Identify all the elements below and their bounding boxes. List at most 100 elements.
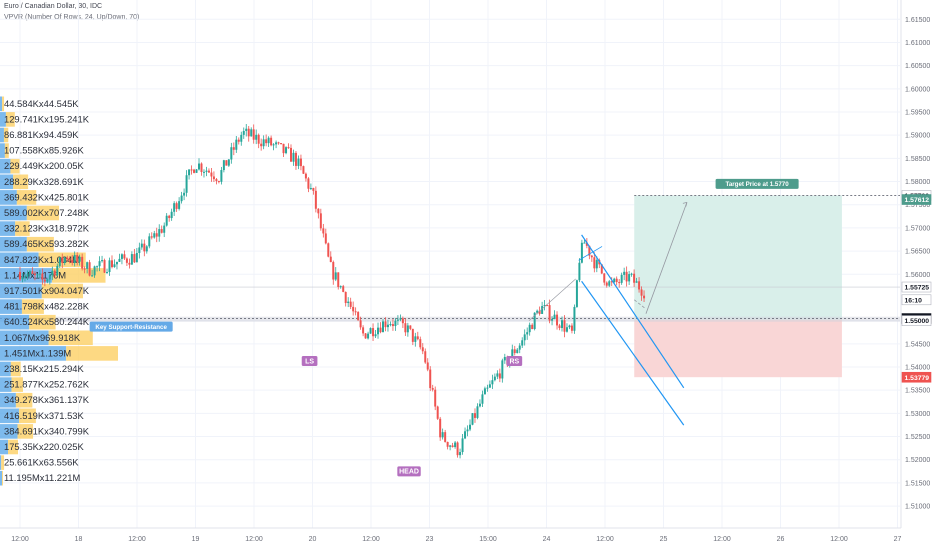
vp-row-label: 1.067Mx969.918K	[4, 332, 81, 343]
candle-body	[548, 305, 551, 321]
candle-body	[551, 319, 554, 321]
candle-body	[207, 170, 210, 173]
y-tick-label: 1.59500	[905, 110, 930, 117]
candle-body	[456, 442, 459, 456]
y-tick-label: 1.58000	[905, 179, 930, 186]
candle-body	[297, 158, 300, 166]
vp-bar-down	[29, 314, 56, 330]
candle-body	[396, 319, 399, 321]
projection-dash	[634, 299, 647, 310]
vp-row-label: 129.741Kx195.241K	[4, 113, 90, 124]
candle-body	[364, 333, 367, 339]
vp-row-label: 917.501Kx904.047K	[4, 285, 90, 296]
vp-row-label: 11.195Mx11.221M	[4, 472, 80, 483]
candle-body	[399, 318, 402, 320]
candle-body	[19, 271, 21, 280]
candle-body	[255, 134, 258, 140]
vp-bar-down	[2, 470, 3, 486]
candle-body	[439, 418, 442, 438]
candle-body	[153, 233, 156, 238]
vp-bar-up	[0, 314, 30, 330]
vp-row-label: 369.432Kx425.801K	[4, 191, 90, 202]
candle-body	[267, 137, 270, 144]
candle-body	[528, 324, 531, 333]
candle-body	[309, 188, 312, 190]
y-tick-label: 1.57000	[905, 225, 930, 232]
candle-body	[558, 325, 561, 329]
candle-body	[444, 432, 447, 442]
y-tick-label: 1.54000	[905, 365, 930, 372]
candle-body	[451, 445, 454, 448]
candle-body	[41, 273, 44, 280]
candle-body	[401, 318, 404, 324]
candle-body	[250, 129, 253, 137]
candle-body	[110, 260, 113, 268]
candle-body	[53, 270, 56, 276]
candle-body	[454, 442, 457, 448]
vp-bar-up	[0, 127, 4, 143]
y-tick-label: 1.51000	[905, 504, 930, 511]
price-tag-label: 1.55000	[905, 318, 930, 325]
annotation-label: RS	[509, 358, 519, 365]
candle-body	[319, 213, 322, 229]
candle-body	[98, 261, 101, 267]
vp-bar-down	[4, 143, 9, 158]
candle-body	[496, 373, 499, 377]
annotation-label: LS	[305, 358, 314, 365]
candle-body	[78, 256, 81, 262]
price-tag-label: 16:10	[905, 297, 923, 304]
y-tick-label: 1.60000	[905, 86, 930, 93]
candle-body	[531, 324, 534, 330]
vp-bar-up	[0, 190, 17, 205]
candle-body	[120, 254, 123, 259]
candle-body	[394, 320, 397, 327]
candle-body	[608, 281, 611, 286]
candle-body	[130, 254, 133, 265]
candle-body	[419, 339, 422, 348]
vp-bar-up	[0, 96, 3, 112]
y-tick-label: 1.58500	[905, 156, 930, 163]
candle-body	[372, 328, 375, 337]
candle-body	[464, 431, 467, 439]
candle-body	[96, 266, 99, 268]
candle-body	[26, 274, 29, 277]
candle-body	[193, 169, 196, 173]
candle-body	[294, 152, 297, 166]
candle-body	[570, 325, 573, 331]
candle-body	[473, 413, 476, 418]
candle-body	[290, 147, 293, 162]
vp-row-label: 229.449Kx200.05K	[4, 160, 85, 171]
vp-bar-down	[1, 455, 5, 470]
candle-body	[523, 334, 526, 341]
vp-bar-up	[0, 470, 2, 486]
candle-body	[377, 327, 380, 335]
vp-bar-up	[0, 330, 49, 346]
candle-body	[225, 160, 228, 166]
candle-body	[123, 254, 126, 259]
candle-body	[165, 215, 168, 226]
candle-body	[101, 260, 104, 262]
candle-body	[585, 242, 588, 246]
candle-body	[352, 306, 355, 312]
candle-body	[329, 256, 332, 263]
candle-body	[252, 129, 255, 140]
candle-body	[381, 321, 384, 333]
candle-body	[240, 134, 243, 142]
y-tick-label: 1.56000	[905, 272, 930, 279]
candle-body	[441, 432, 444, 438]
candle-body	[404, 323, 407, 333]
vp-bar-down	[48, 330, 93, 346]
candle-body	[593, 257, 596, 269]
candle-body	[578, 262, 581, 281]
vp-bar-up	[0, 377, 12, 392]
vp-bar-up	[0, 408, 19, 424]
vp-row-label: 589.465Kx593.282K	[4, 238, 90, 249]
candle-body	[23, 276, 26, 278]
candle-body	[245, 128, 248, 131]
candle-body	[178, 201, 181, 209]
vp-bar-up	[0, 205, 27, 221]
annotation-label-box	[301, 355, 318, 366]
vp-row-label: 847.822Kx1.034M	[4, 254, 80, 265]
candle-body	[143, 243, 146, 252]
